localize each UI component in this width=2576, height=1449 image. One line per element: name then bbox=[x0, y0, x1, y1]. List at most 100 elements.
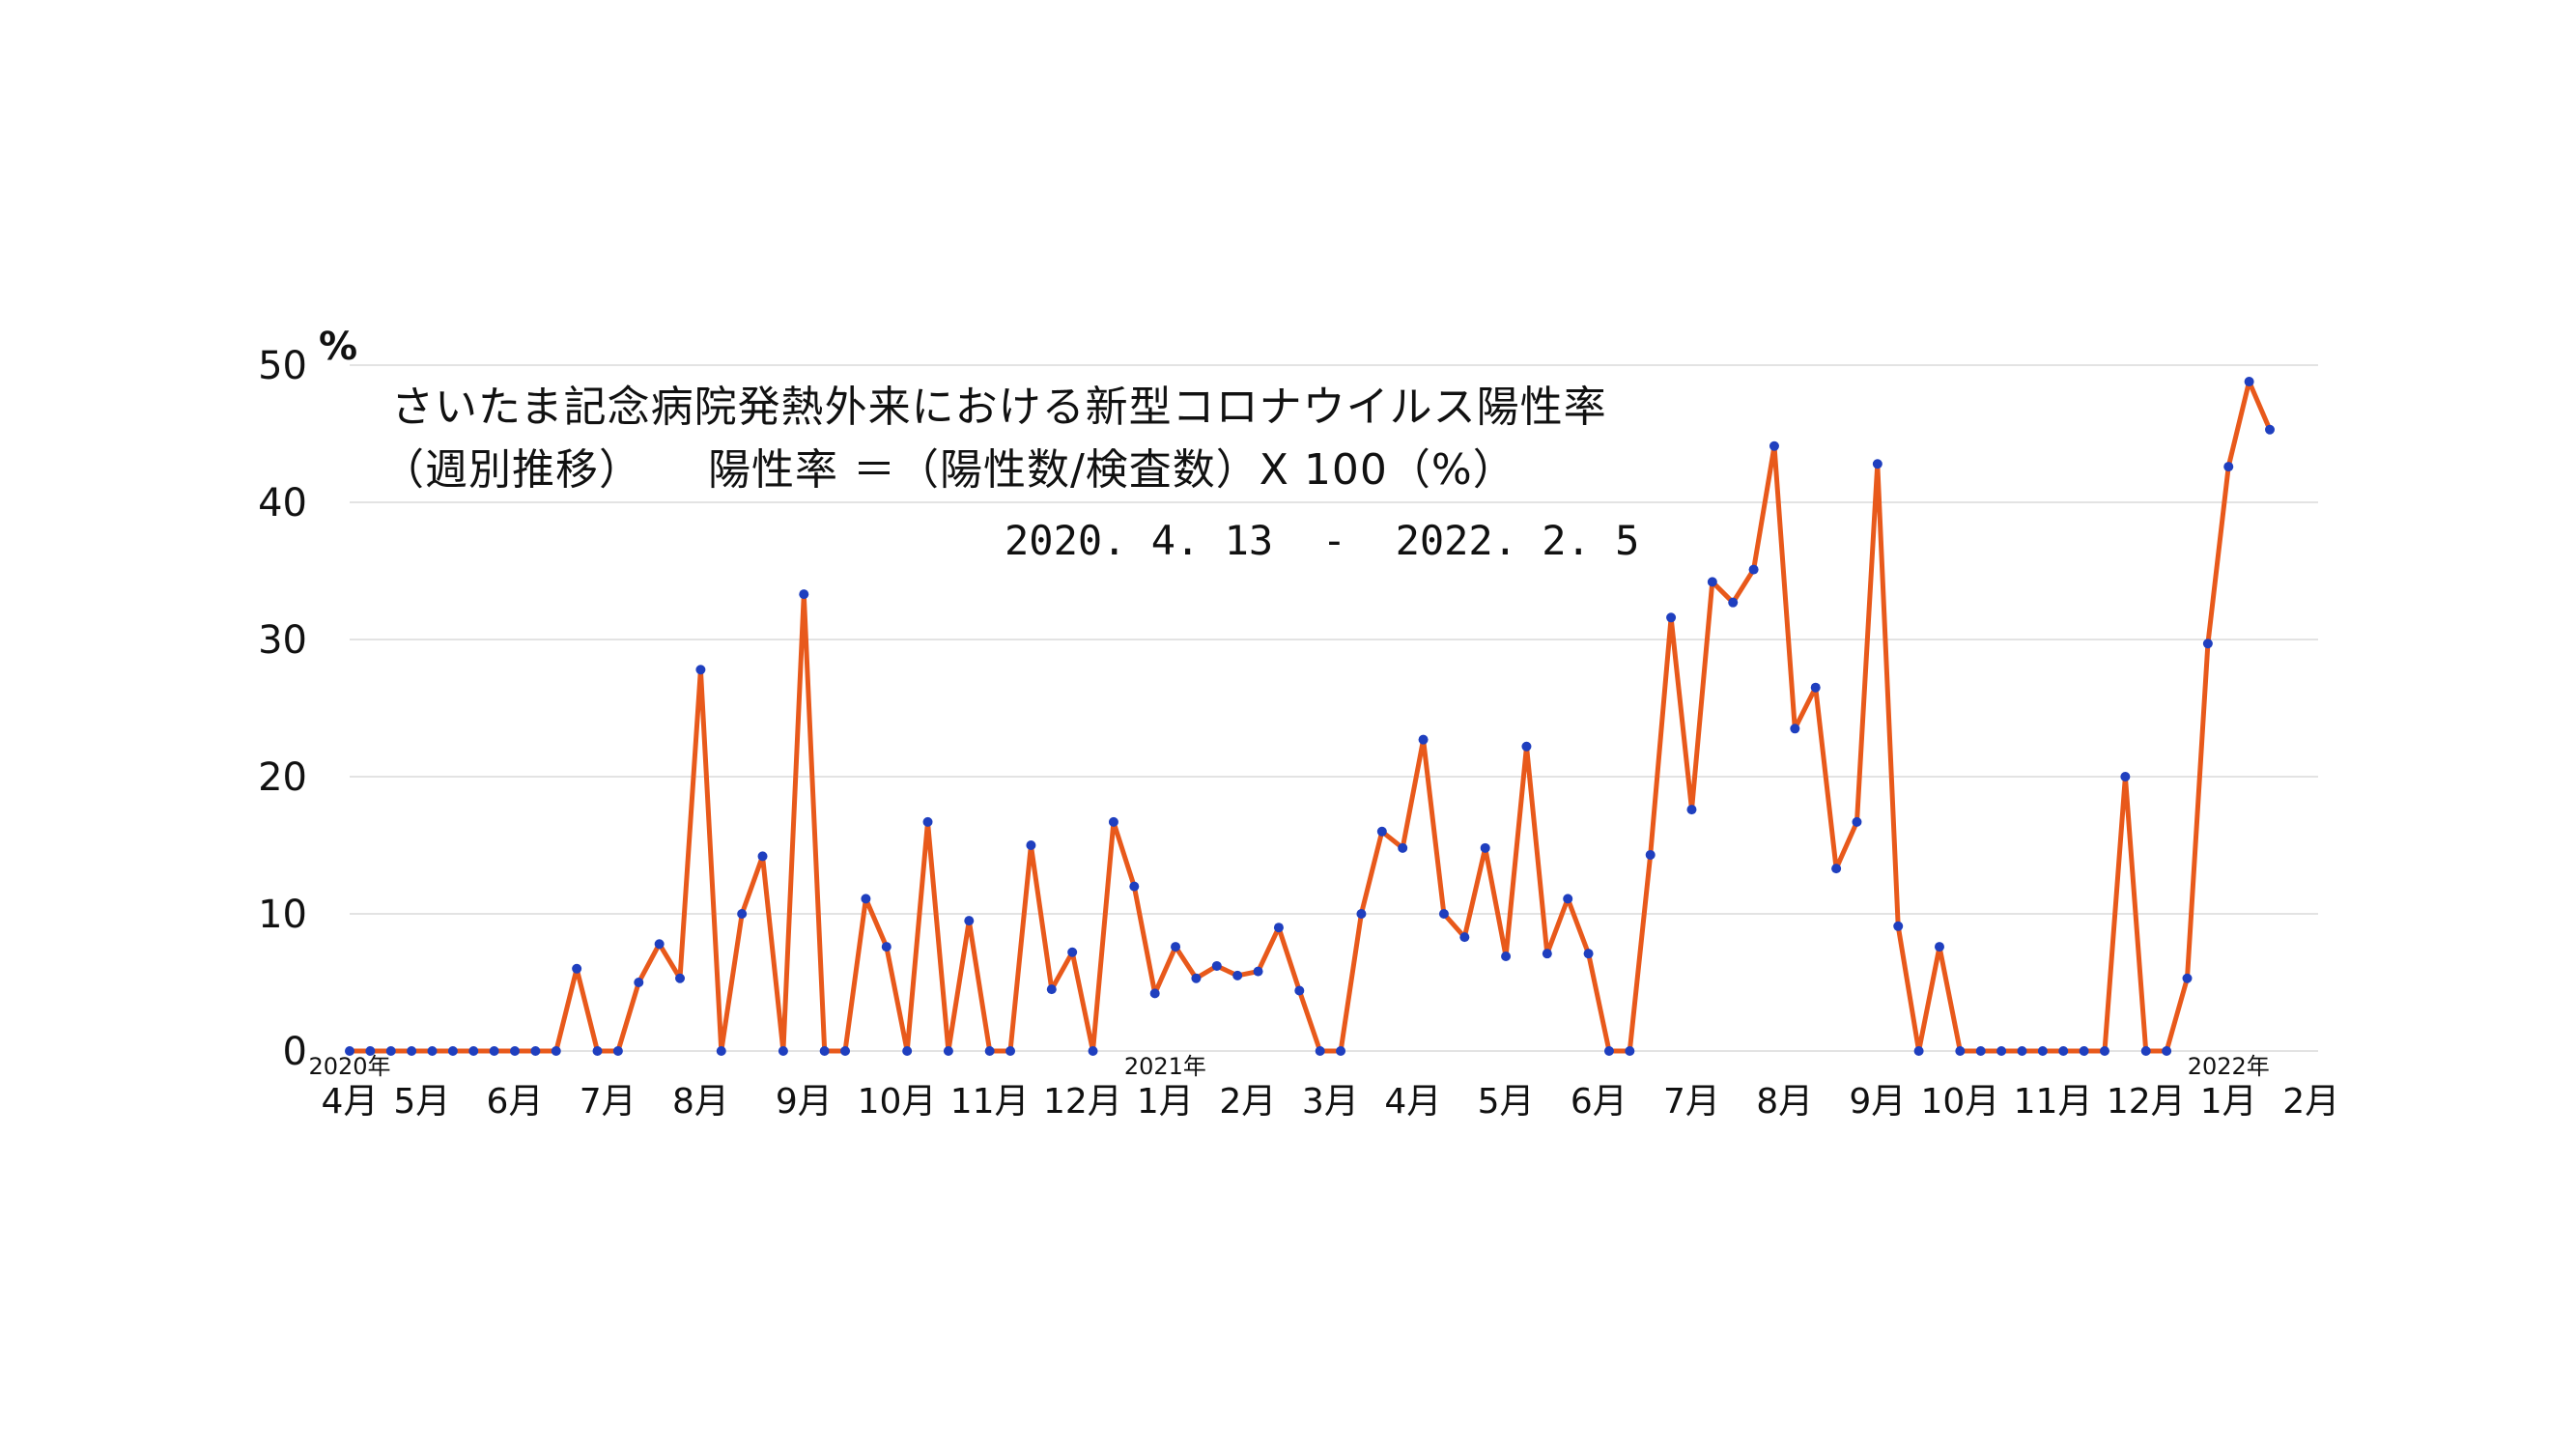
data-point bbox=[695, 665, 706, 675]
data-point bbox=[2058, 1046, 2069, 1056]
data-point bbox=[1893, 921, 1904, 931]
data-point bbox=[881, 942, 892, 952]
x-tick-label: 6月 bbox=[487, 1082, 544, 1122]
data-point bbox=[592, 1046, 603, 1056]
data-point bbox=[2099, 1046, 2109, 1056]
data-point bbox=[1129, 881, 1140, 892]
data-point bbox=[1625, 1046, 1635, 1056]
x-axis-ticks: 4月 5月 6月 7月 8月 9月 10月 11月 12月 1月 2月 3月 4月 5月 6月 7月 8月 9月 1… bbox=[322, 1082, 2340, 1122]
data-point bbox=[799, 589, 809, 600]
x-tick-label: 12月 bbox=[1043, 1082, 1122, 1122]
data-point bbox=[1149, 988, 1160, 999]
data-point bbox=[572, 963, 582, 974]
data-point bbox=[716, 1046, 726, 1056]
data-point bbox=[2182, 973, 2193, 983]
data-point bbox=[1459, 932, 1470, 943]
data-point bbox=[2162, 1046, 2172, 1056]
data-point bbox=[2120, 772, 2131, 781]
x-tick-label: 11月 bbox=[2014, 1082, 2093, 1122]
x-tick-label: 9月 bbox=[1849, 1082, 1906, 1122]
data-point bbox=[1501, 952, 1512, 962]
data-point bbox=[1913, 1046, 1924, 1056]
x-tick-label: 11月 bbox=[950, 1082, 1030, 1122]
data-point bbox=[964, 916, 975, 926]
data-point bbox=[1376, 826, 1387, 837]
data-point bbox=[1398, 842, 1408, 853]
series-line bbox=[350, 379, 2273, 1054]
data-point bbox=[1563, 894, 1573, 904]
y-tick-label: 30 bbox=[258, 618, 307, 663]
data-point bbox=[551, 1046, 561, 1056]
x-tick-label: 8月 bbox=[1756, 1082, 1813, 1122]
y-tick-label: 50 bbox=[258, 344, 307, 388]
x-tick-label: 1月 bbox=[2200, 1082, 2257, 1122]
data-point bbox=[345, 1046, 354, 1056]
x-tick-label: 1月 bbox=[1137, 1082, 1194, 1122]
data-point bbox=[1418, 734, 1429, 745]
data-point bbox=[1480, 842, 1490, 853]
data-point bbox=[1603, 1046, 1614, 1056]
year-label: 2022年 bbox=[2188, 1053, 2270, 1080]
data-point bbox=[1645, 849, 1656, 860]
data-point bbox=[1975, 1046, 1986, 1056]
data-point bbox=[2223, 462, 2234, 472]
data-point bbox=[530, 1046, 541, 1056]
data-point bbox=[1315, 1046, 1325, 1056]
data-point bbox=[1026, 840, 1036, 850]
y-axis-ticks: 0 10 20 30 40 50 bbox=[258, 344, 307, 1074]
data-point bbox=[489, 1046, 499, 1056]
data-point bbox=[2079, 1046, 2089, 1056]
data-point bbox=[1872, 459, 1882, 469]
data-point bbox=[468, 1046, 479, 1056]
data-point bbox=[675, 973, 686, 983]
x-tick-label: 10月 bbox=[858, 1082, 937, 1122]
chart-title: さいたま記念病院発熱外来における新型コロナウイルス陽性率 bbox=[391, 383, 1607, 432]
data-point bbox=[902, 1046, 913, 1056]
data-point bbox=[840, 1046, 851, 1056]
data-point bbox=[1810, 682, 1821, 693]
y-axis-unit: % bbox=[319, 325, 357, 369]
x-tick-label: 12月 bbox=[2107, 1082, 2186, 1122]
data-point bbox=[1046, 984, 1057, 995]
x-tick-label: 3月 bbox=[1302, 1082, 1359, 1122]
data-point bbox=[1273, 923, 1284, 933]
data-point bbox=[757, 851, 768, 862]
data-point bbox=[1831, 864, 1842, 874]
data-point bbox=[510, 1046, 521, 1056]
data-point bbox=[1728, 597, 1739, 608]
y-tick-label: 10 bbox=[258, 893, 307, 937]
data-point bbox=[1191, 973, 1202, 983]
data-point bbox=[1583, 949, 1594, 959]
data-point bbox=[2202, 639, 2213, 649]
data-point bbox=[1088, 1046, 1098, 1056]
data-point bbox=[1211, 960, 1222, 971]
data-point bbox=[1852, 816, 1862, 827]
data-point bbox=[737, 909, 748, 919]
data-point bbox=[922, 816, 933, 827]
data-point bbox=[447, 1046, 458, 1056]
data-point bbox=[654, 939, 665, 950]
data-point bbox=[1996, 1046, 2007, 1056]
data-point bbox=[1253, 966, 1263, 977]
data-point bbox=[1769, 440, 1779, 451]
data-point bbox=[1067, 947, 1078, 957]
data-point bbox=[778, 1046, 788, 1056]
data-point bbox=[1666, 612, 1677, 623]
y-tick-label: 40 bbox=[258, 481, 307, 526]
data-point bbox=[943, 1046, 953, 1056]
data-point bbox=[1686, 805, 1697, 815]
year-label: 2021年 bbox=[1124, 1053, 1206, 1080]
data-point bbox=[1294, 985, 1305, 996]
x-tick-label: 2月 bbox=[2282, 1082, 2339, 1122]
data-points bbox=[345, 377, 2275, 1056]
data-point bbox=[1108, 816, 1118, 827]
data-point bbox=[2140, 1046, 2151, 1056]
data-point bbox=[1521, 741, 1532, 752]
data-point bbox=[819, 1046, 830, 1056]
x-tick-label: 5月 bbox=[1478, 1082, 1535, 1122]
data-point bbox=[365, 1046, 376, 1056]
x-tick-label: 7月 bbox=[1663, 1082, 1720, 1122]
x-tick-label: 5月 bbox=[393, 1082, 450, 1122]
data-point bbox=[2244, 377, 2254, 387]
